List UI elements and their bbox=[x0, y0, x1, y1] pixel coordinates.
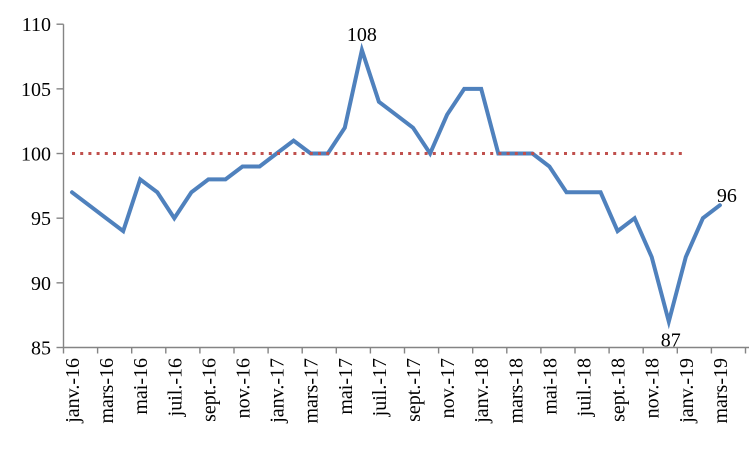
x-tick-label: juil.-18 bbox=[574, 358, 596, 417]
y-tick-label: 90 bbox=[31, 273, 51, 295]
x-tick-label: mai-17 bbox=[335, 358, 357, 415]
x-tick-label: sept.-17 bbox=[403, 358, 425, 422]
x-tick-label: janv.-18 bbox=[471, 358, 493, 424]
x-tick-label: nov.-17 bbox=[437, 358, 459, 418]
x-tick-label: sept.-18 bbox=[608, 358, 630, 422]
point-label: 96 bbox=[717, 185, 737, 207]
x-tick-label: janv.-19 bbox=[676, 358, 698, 424]
y-tick-label: 110 bbox=[22, 14, 51, 36]
point-label: 108 bbox=[347, 24, 377, 46]
x-tick-label: janv.-16 bbox=[62, 358, 84, 424]
x-tick-label: nov.-16 bbox=[233, 358, 255, 418]
x-tick-label: janv.-17 bbox=[267, 358, 289, 424]
x-tick-label: mai-18 bbox=[539, 358, 561, 415]
x-tick-label: mars-18 bbox=[505, 358, 527, 424]
y-tick-label: 85 bbox=[31, 338, 51, 360]
x-tick-label: juil.-17 bbox=[369, 358, 391, 417]
point-label: 87 bbox=[661, 330, 681, 352]
x-tick-label: mars-16 bbox=[96, 358, 118, 424]
y-tick-label: 105 bbox=[21, 79, 51, 101]
x-tick-label: mai-16 bbox=[130, 358, 152, 415]
x-tick-label: mars-17 bbox=[301, 358, 323, 424]
y-tick-label: 95 bbox=[31, 208, 51, 230]
x-tick-label: mars-19 bbox=[710, 358, 732, 424]
y-tick-label: 100 bbox=[21, 144, 51, 166]
data-series-line bbox=[70, 42, 722, 330]
x-tick-label: sept.-16 bbox=[198, 358, 220, 422]
x-tick-label: juil.-16 bbox=[164, 358, 186, 417]
x-tick-label: nov.-18 bbox=[642, 358, 664, 418]
